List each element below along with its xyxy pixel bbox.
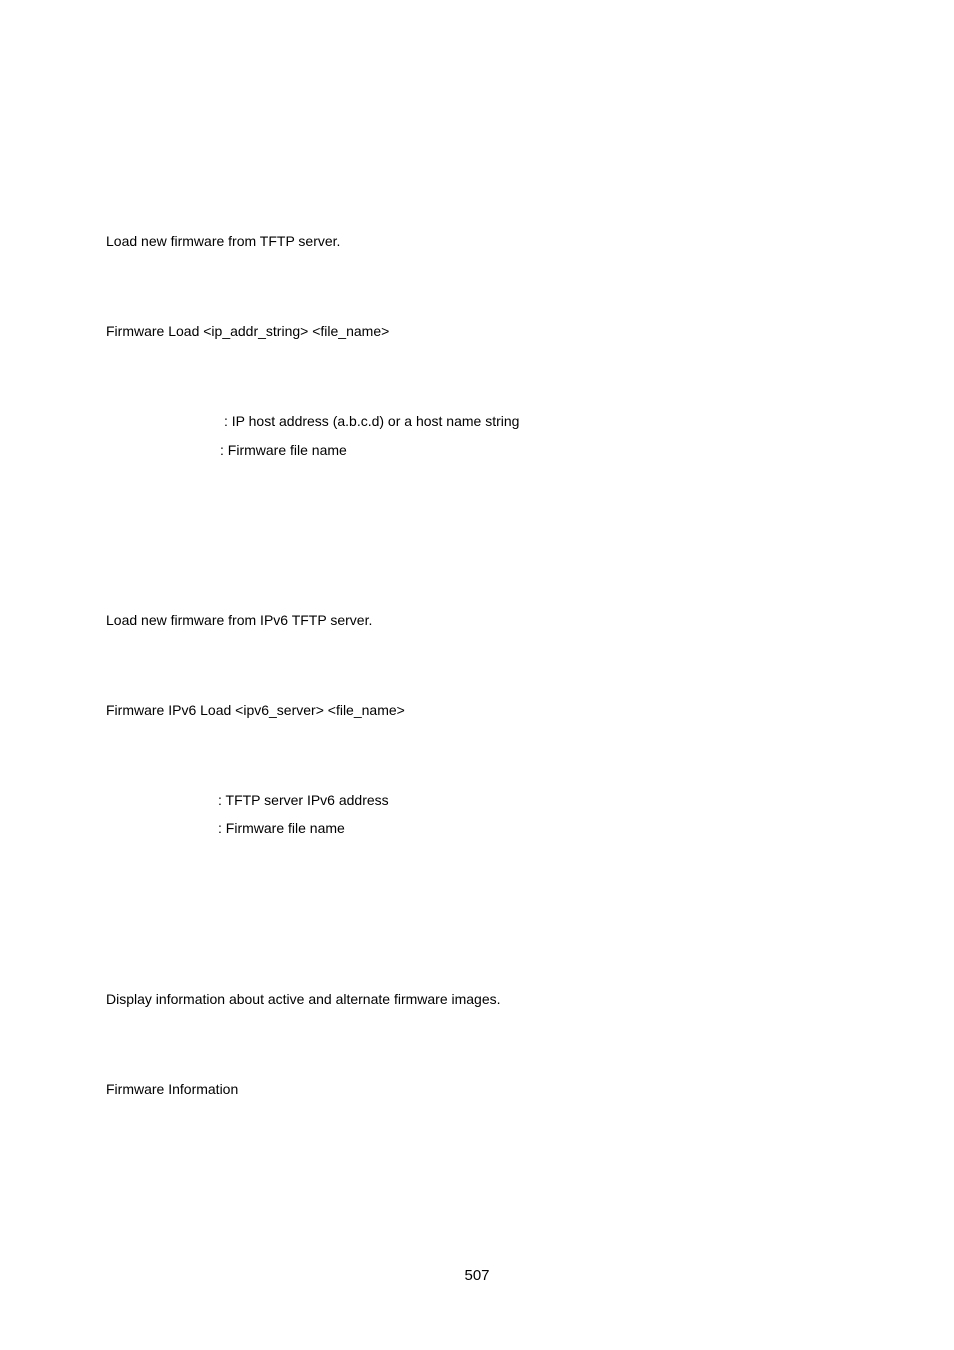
- section2-description: Load new firmware from IPv6 TFTP server.: [106, 611, 848, 629]
- section2-param2: : Firmware file name: [106, 819, 848, 837]
- section2-param1: : TFTP server IPv6 address: [106, 791, 848, 809]
- spacer: [106, 838, 848, 990]
- page-footer: 507: [0, 1267, 954, 1284]
- document-page: Load new firmware from TFTP server. Firm…: [0, 0, 954, 1350]
- spacer: [106, 250, 848, 322]
- page-number: 507: [464, 1267, 489, 1284]
- spacer: [106, 809, 848, 819]
- section3-description: Display information about active and alt…: [106, 990, 848, 1008]
- section1-param1: : IP host address (a.b.c.d) or a host na…: [106, 412, 848, 430]
- spacer: [106, 1008, 848, 1080]
- spacer: [106, 340, 848, 412]
- section3-syntax: Firmware Information: [106, 1080, 848, 1098]
- spacer: [106, 431, 848, 441]
- section1-description: Load new firmware from TFTP server.: [106, 232, 848, 250]
- spacer: [106, 459, 848, 611]
- section1-syntax: Firmware Load <ip_addr_string> <file_nam…: [106, 322, 848, 340]
- spacer: [106, 629, 848, 701]
- spacer: [106, 719, 848, 791]
- section2-syntax: Firmware IPv6 Load <ipv6_server> <file_n…: [106, 701, 848, 719]
- section1-param2: : Firmware file name: [106, 441, 848, 459]
